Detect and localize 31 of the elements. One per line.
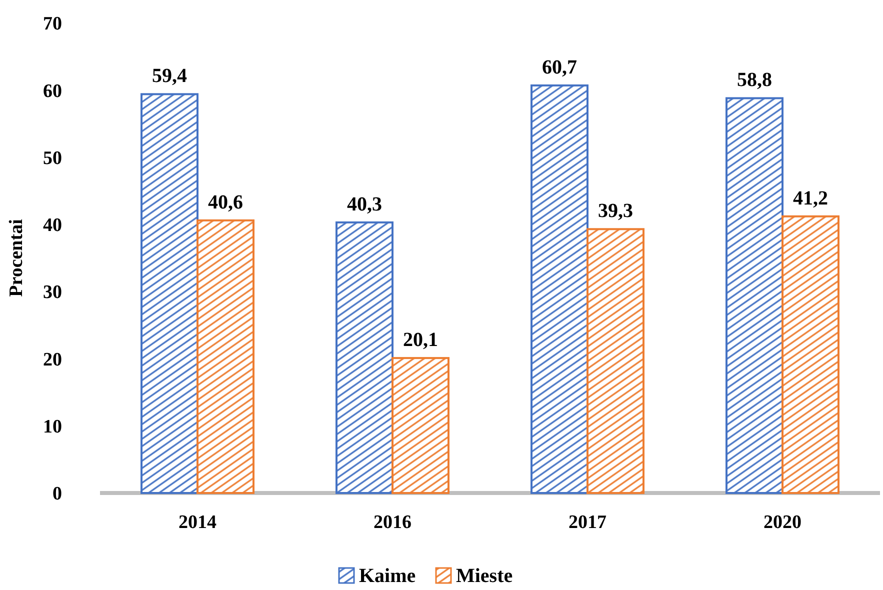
data-label: 40,3 [347,193,382,216]
legend-label: Mieste [456,565,513,587]
bar [726,97,784,494]
x-tick-label: 2016 [374,512,412,533]
bar [336,221,394,494]
x-tick-label: 2017 [568,512,607,533]
data-label: 39,3 [598,200,633,222]
bar [530,84,588,494]
y-tick-label: 40 [43,215,62,236]
y-tick-label: 20 [43,349,62,370]
y-tick-label: 70 [43,14,62,35]
bar [392,357,450,494]
data-label: 58,8 [737,69,772,92]
data-label: 20,1 [403,329,438,352]
data-label: 40,6 [208,191,243,214]
legend-label: Kaime [359,565,416,587]
y-tick-label: 60 [43,80,62,102]
bar [140,93,198,494]
data-label: 59,4 [152,65,187,88]
y-tick-label: 30 [43,282,62,304]
y-tick-label: 0 [52,484,62,505]
y-axis-title: Procentai [6,219,27,297]
x-tick-label: 2020 [764,512,802,533]
bar [196,219,254,494]
bar [782,215,840,494]
data-label: 41,2 [793,187,828,210]
bar [586,228,644,494]
y-tick-label: 10 [43,416,62,438]
y-tick-label: 50 [43,148,62,169]
x-tick-label: 2014 [178,512,217,533]
data-label: 60,7 [542,56,577,78]
